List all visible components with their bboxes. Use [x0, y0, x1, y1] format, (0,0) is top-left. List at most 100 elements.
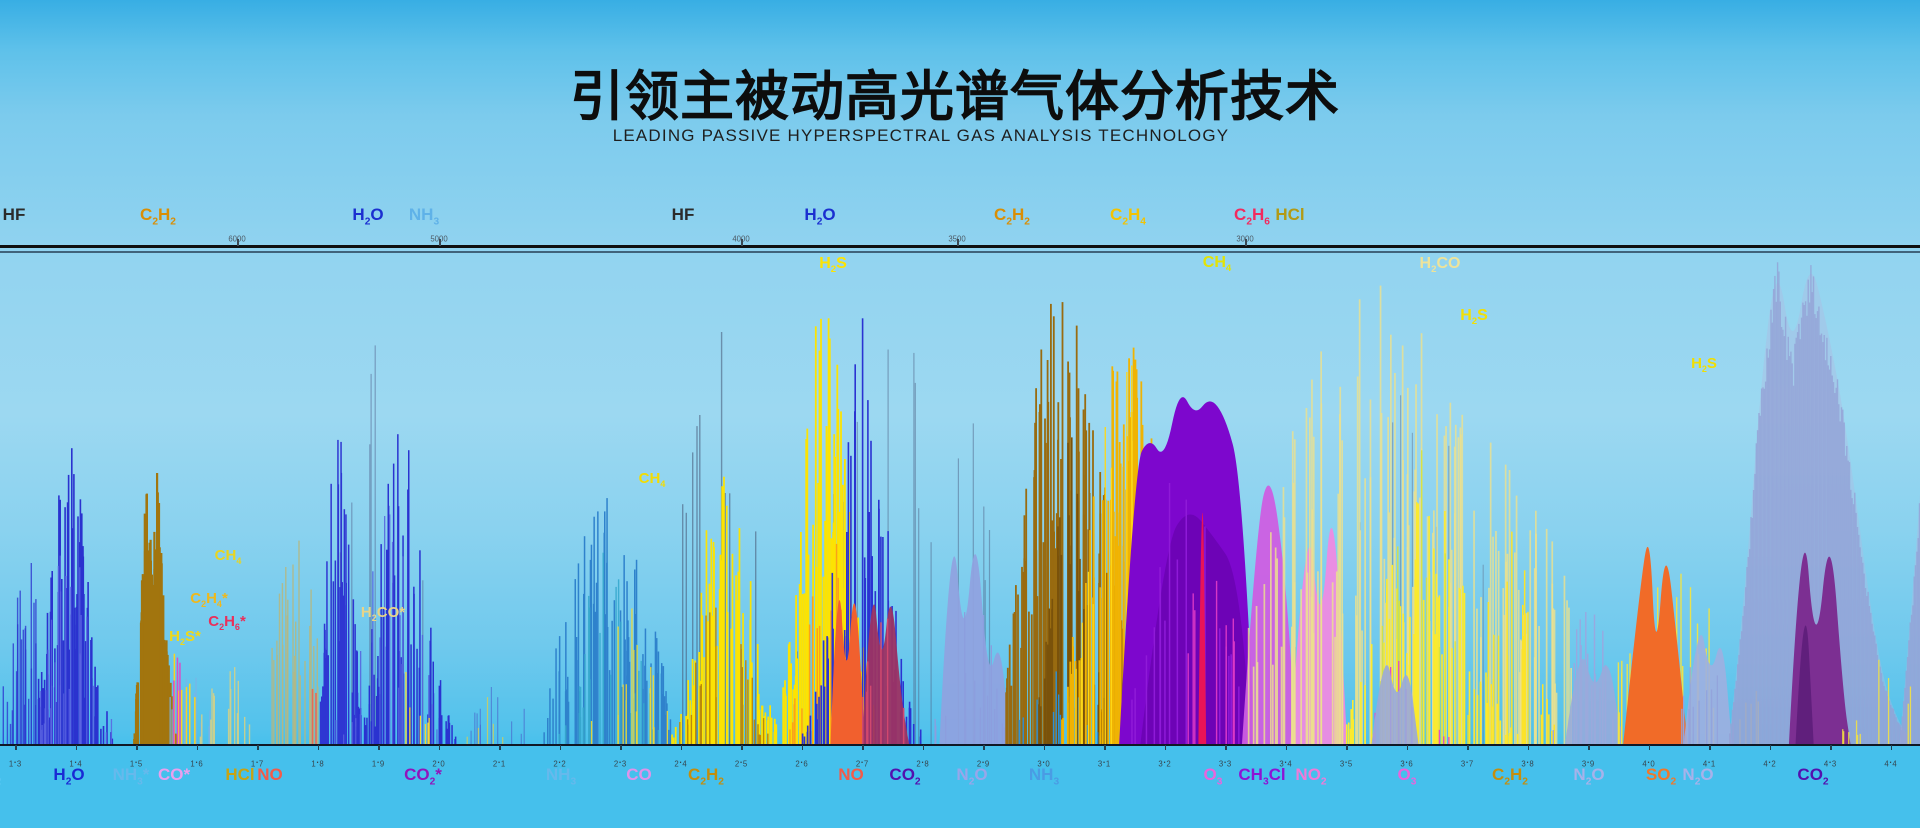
- wavelength-tick-mark: [1104, 745, 1106, 750]
- wavelength-tick-mark: [741, 745, 743, 750]
- bottom-baseline: [0, 744, 1920, 746]
- wavelength-tick-mark: [15, 745, 17, 750]
- wavelength-tick-19: 1.9: [371, 751, 385, 769]
- plot-label-h2co: H2CO*: [360, 604, 406, 623]
- gas-label-bottom-co2: CO2: [1797, 765, 1829, 788]
- wavelength-tick-mark: [983, 745, 985, 750]
- gas-label-top-h2o: H2O: [352, 205, 384, 228]
- page-title: 引领主被动高光谱气体分析技术: [570, 67, 1340, 127]
- wavelength-tick-mark: [680, 745, 682, 750]
- plot-label-h2co: H2CO: [1419, 255, 1461, 276]
- wavenumber-tick-mark: [741, 239, 743, 246]
- wavelength-tick-41: 4.1: [1702, 751, 1716, 769]
- plot-label-h2s: H2S*: [169, 628, 201, 647]
- gas-label-top-hf: HF: [2, 205, 26, 224]
- plot-label-ch4: CH4: [1202, 254, 1232, 275]
- wavelength-tick-mark: [378, 745, 380, 750]
- wavelength-tick-mark: [559, 745, 561, 750]
- gas-label-top-hcl: HCl: [1275, 205, 1305, 224]
- wavelength-tick-mark: [1769, 745, 1771, 750]
- gas-label-bottom-h2o: H2O: [53, 765, 85, 788]
- wavelength-tick-24: 2.4: [674, 751, 687, 769]
- wavelength-tick-mark: [1527, 745, 1529, 750]
- wavelength-tick-37: 3.7: [1460, 751, 1474, 769]
- plot-label-h2s: H2S: [1460, 307, 1488, 328]
- plot-label-ch4: CH4: [214, 547, 242, 566]
- wavelength-tick-mark: [1225, 745, 1227, 750]
- wavelength-tick-21: 2.1: [492, 751, 506, 769]
- plot-label-ch4: CH4: [638, 470, 666, 489]
- gas-label-bottom-hcl: HCl: [225, 765, 255, 784]
- gas-label-bottom-n2o: N2O: [1573, 765, 1605, 788]
- wavelength-tick-29: 2.9: [976, 751, 990, 769]
- gas-label-bottom-no: NO: [257, 765, 283, 784]
- wavelength-tick-mark: [1467, 745, 1469, 750]
- gas-label-bottom-so2: SO2: [1645, 765, 1677, 788]
- wavelength-tick-mark: [1648, 745, 1650, 750]
- wavelength-tick-mark: [862, 745, 864, 750]
- wavelength-tick-20: 2.0: [432, 751, 445, 769]
- gas-label-top-h2o: H2O: [804, 205, 836, 228]
- gas-label-top-c2h4: C2H4: [1110, 205, 1146, 228]
- gas-label-bottom-o3: O3: [1397, 765, 1417, 788]
- wavelength-tick-42: 4.2: [1763, 751, 1776, 769]
- gas-label-bottom-c2h2: C2H2: [688, 765, 724, 788]
- gas-label-bottom-o3: O3: [1203, 765, 1223, 788]
- plot-label-c2h6: C2H6*: [208, 613, 246, 632]
- gas-label-top-hf: HF: [671, 205, 695, 224]
- wavelength-tick-23: 2.3: [613, 751, 627, 769]
- wavelength-tick-mark: [1588, 745, 1590, 750]
- wavelength-tick-mark: [1709, 745, 1711, 750]
- wavelength-tick-30: 3.0: [1037, 751, 1050, 769]
- gas-label-bottom-nh3: NH3*: [112, 765, 150, 788]
- top-axis-line: [0, 245, 1920, 248]
- wavelength-tick-26: 2.6: [795, 751, 808, 769]
- gas-label-top-nh3: NH3: [408, 205, 440, 228]
- gas-label-bottom-n2o: N2O: [1682, 765, 1714, 788]
- wavelength-tick-mark: [1890, 745, 1892, 750]
- wavelength-tick-27: 2.7: [855, 751, 869, 769]
- wavelength-tick-mark: [136, 745, 138, 750]
- wavelength-tick-14: 1.4: [69, 751, 82, 769]
- page-subtitle: LEADING PASSIVE HYPERSPECTRAL GAS ANALYS…: [612, 126, 1230, 145]
- wavelength-tick-13: 1.3: [8, 751, 22, 769]
- wavelength-tick-43: 4.3: [1823, 751, 1837, 769]
- plot-label-h2s: H2S: [819, 255, 847, 276]
- wavenumber-tick-mark: [957, 239, 959, 246]
- wavelength-tick-mark: [317, 745, 319, 750]
- wavelength-tick-mark: [1043, 745, 1045, 750]
- wavelength-tick-mark: [1164, 745, 1166, 750]
- wavelength-tick-44: 4.4: [1884, 751, 1897, 769]
- wavelength-tick-mark: [196, 745, 198, 750]
- wavenumber-tick-mark: [439, 239, 441, 246]
- wavelength-tick-mark: [1285, 745, 1287, 750]
- wavelength-tick-31: 3.1: [1097, 751, 1111, 769]
- gas-label-top-c2h2: C2H2: [994, 205, 1030, 228]
- top-axis-line-secondary: [0, 251, 1920, 253]
- wavelength-tick-18: 1.8: [311, 751, 324, 769]
- gas-label-bottom-o2: O2: [0, 766, 1, 788]
- wavenumber-tick-mark: [237, 239, 239, 246]
- gas-label-bottom-co: CO*: [157, 765, 191, 784]
- wavelength-tick-35: 3.5: [1339, 751, 1353, 769]
- wavelength-tick-38: 3.8: [1521, 751, 1534, 769]
- gas-label-bottom-n2o: N2O: [956, 765, 988, 788]
- gas-label-bottom-nh3: NH3: [1028, 765, 1060, 788]
- wavelength-tick-mark: [1830, 745, 1832, 750]
- wavelength-tick-mark: [922, 745, 924, 750]
- plot-label-c2h4: C2H4*: [190, 590, 228, 609]
- wavelength-tick-15: 1.5: [129, 751, 143, 769]
- gas-label-top-c2h2: C2H2: [140, 205, 176, 228]
- wavelength-tick-28: 2.8: [916, 751, 929, 769]
- wavelength-tick-mark: [257, 745, 259, 750]
- gas-label-bottom-co: CO: [626, 765, 652, 784]
- wavelength-tick-17: 1.7: [250, 751, 264, 769]
- gas-label-top-c2h6: C2H6: [1234, 205, 1270, 228]
- wavelength-tick-22: 2.2: [553, 751, 566, 769]
- gas-label-bottom-nh3: NH3: [545, 765, 577, 788]
- wavelength-tick-25: 2.5: [734, 751, 748, 769]
- wavenumber-tick-mark: [1245, 239, 1247, 246]
- wavelength-tick-33: 3.3: [1218, 751, 1232, 769]
